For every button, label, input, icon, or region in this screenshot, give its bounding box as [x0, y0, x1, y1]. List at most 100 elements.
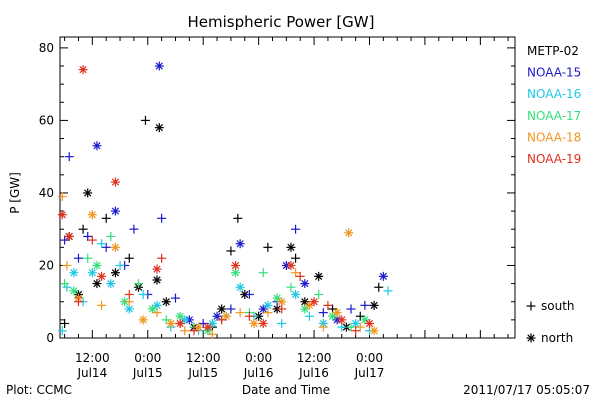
data-point	[277, 304, 287, 314]
data-point	[110, 177, 120, 187]
data-point	[291, 224, 301, 234]
x-tick-label-time: 12:00	[297, 351, 332, 365]
data-point	[235, 239, 245, 249]
data-point	[62, 282, 72, 292]
data-point	[355, 311, 365, 321]
data-point	[134, 279, 144, 289]
data-points	[57, 61, 393, 339]
data-point	[263, 242, 273, 252]
data-point	[323, 300, 333, 310]
data-point	[231, 260, 241, 270]
data-point	[157, 213, 167, 223]
data-point	[60, 318, 70, 328]
data-point	[92, 260, 102, 270]
data-point	[180, 315, 190, 325]
legend-entry: NOAA-18	[527, 130, 581, 144]
marker-legend-label: south	[541, 299, 575, 313]
data-point	[314, 289, 324, 299]
data-point	[73, 297, 83, 307]
data-point	[106, 279, 116, 289]
legend-entry: NOAA-15	[527, 66, 581, 80]
data-point	[360, 300, 370, 310]
data-point	[226, 304, 236, 314]
data-point	[78, 65, 88, 75]
x-axis-label: Date and Time	[242, 383, 330, 397]
legend-entry: NOAA-16	[527, 87, 581, 101]
data-point	[83, 253, 93, 263]
data-point	[207, 318, 217, 328]
data-point	[300, 279, 310, 289]
chart-title: Hemispheric Power [GW]	[188, 13, 375, 31]
data-point	[360, 315, 370, 325]
data-point	[97, 271, 107, 281]
data-point	[87, 268, 97, 278]
data-point	[147, 304, 157, 314]
data-point	[291, 268, 301, 278]
legend: METP-02 NOAA-15 NOAA-16 NOAA-17 NOAA-18 NOAA-…	[526, 44, 581, 345]
data-point	[369, 300, 379, 310]
data-point	[198, 318, 208, 328]
data-point	[97, 239, 107, 249]
data-point	[110, 242, 120, 252]
data-point	[175, 318, 185, 328]
footer-timestamp: 2011/07/17 05:05:07	[463, 383, 590, 397]
x-tick-label-time: 12:00	[75, 351, 110, 365]
data-point	[138, 289, 148, 299]
x-tick-label-date: Jul15	[132, 366, 163, 380]
data-point	[235, 308, 245, 318]
data-point	[207, 329, 217, 339]
data-point	[383, 286, 393, 296]
x-tick-label-time: 0:00	[356, 351, 383, 365]
data-point	[318, 308, 328, 318]
data-point	[97, 300, 107, 310]
data-point	[110, 268, 120, 278]
data-point	[295, 271, 305, 281]
data-point	[129, 224, 139, 234]
marker-legend-label: north	[541, 331, 573, 345]
data-point	[258, 268, 268, 278]
data-point	[272, 293, 282, 303]
data-point	[189, 326, 199, 336]
x-tick-label-date: Jul16	[298, 366, 329, 380]
data-point	[291, 253, 301, 263]
data-point	[344, 228, 354, 238]
y-tick-label: 20	[39, 258, 54, 272]
data-point	[337, 315, 347, 325]
data-point	[304, 311, 314, 321]
data-point	[231, 268, 241, 278]
data-point	[69, 268, 79, 278]
y-axis-label: P [GW]	[8, 172, 22, 214]
data-point	[203, 322, 213, 332]
data-point	[106, 231, 116, 241]
footer-plot-credit: Plot: CCMC	[6, 383, 72, 397]
data-point	[364, 318, 374, 328]
data-point	[314, 271, 324, 281]
data-point	[286, 282, 296, 292]
x-tick-label-date: Jul16	[243, 366, 274, 380]
data-point	[286, 260, 296, 270]
data-point	[101, 242, 111, 252]
data-point	[110, 206, 120, 216]
plus-marker-icon	[526, 301, 536, 311]
data-point	[221, 311, 231, 321]
data-point	[157, 253, 167, 263]
x-tick-label-date: Jul17	[354, 366, 385, 380]
data-point	[263, 308, 273, 318]
data-point	[161, 315, 171, 325]
data-point	[286, 242, 296, 252]
data-point	[249, 318, 259, 328]
legend-entry: NOAA-19	[527, 152, 581, 166]
data-point	[124, 289, 134, 299]
data-point	[378, 271, 388, 281]
data-point	[138, 315, 148, 325]
y-axis: 0 20 40 60 80	[39, 41, 515, 345]
x-tick-label-date: Jul14	[76, 366, 107, 380]
data-point	[60, 235, 70, 245]
data-point	[235, 282, 245, 292]
data-point	[152, 275, 162, 285]
data-point	[87, 235, 97, 245]
data-point	[92, 141, 102, 151]
x-tick-label-time: 0:00	[134, 351, 161, 365]
data-point	[233, 213, 243, 223]
data-point	[83, 231, 93, 241]
